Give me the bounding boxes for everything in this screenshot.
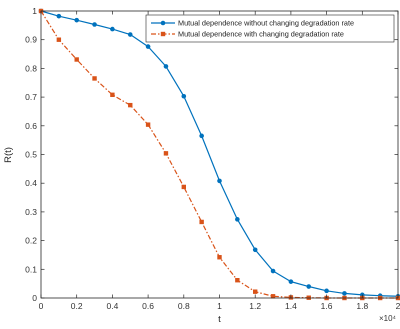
series-2-point xyxy=(145,122,151,127)
y-tick-label: 0.8 xyxy=(25,63,37,73)
plot-area xyxy=(41,11,398,298)
y-tick-label: 0.1 xyxy=(25,264,37,274)
legend: Mutual dependence without changing degra… xyxy=(145,14,395,43)
x-tick-label: 1.4 xyxy=(285,301,297,311)
y-tick-label: 0.5 xyxy=(25,150,37,160)
legend-label-series-1: Mutual dependence without changing degra… xyxy=(178,19,354,28)
series-1-point xyxy=(235,217,240,222)
series-2-point xyxy=(270,294,276,299)
series-1-point xyxy=(145,44,151,49)
legend-box xyxy=(145,14,395,43)
series-1-point xyxy=(306,284,312,289)
series-2-point xyxy=(235,278,240,283)
series-1-point xyxy=(288,279,294,284)
y-tick-label: 0.6 xyxy=(25,121,37,131)
y-axis-label: R(t) xyxy=(3,147,14,163)
series-2-point xyxy=(74,57,79,62)
x-tick-label: 2 xyxy=(396,301,400,311)
x-tick-label: 0 xyxy=(39,301,44,311)
series-2-point xyxy=(253,289,258,294)
series-1-point xyxy=(56,13,62,19)
legend-marker-series-2 xyxy=(160,31,166,37)
x-tick-label: 0.8 xyxy=(178,301,190,311)
y-axis-ticks: 0 0.1 0.2 0.3 0.4 0.5 0.6 0.7 0.8 0.9 1 xyxy=(25,6,398,303)
x-tick-label: 0.2 xyxy=(71,301,83,311)
series-2-point xyxy=(92,76,97,81)
y-tick-label: 0.7 xyxy=(25,92,37,102)
x-tick-label: 1.8 xyxy=(356,301,368,311)
y-tick-label: 0.4 xyxy=(25,178,37,188)
series-1-point xyxy=(217,178,222,184)
y-tick-label: 0.9 xyxy=(25,35,37,45)
legend-label-series-2: Mutual dependence with changing degradat… xyxy=(178,30,344,39)
series-1-point xyxy=(270,268,276,274)
x-tick-label: 0.6 xyxy=(142,301,154,311)
series-2-point xyxy=(110,92,115,98)
x-tick-label: 1.6 xyxy=(321,301,333,311)
series-1-point xyxy=(252,247,258,253)
legend-marker-series-1 xyxy=(160,20,166,26)
series-1-point xyxy=(181,93,187,99)
x-tick-label: 1.2 xyxy=(249,301,261,311)
series-1-point xyxy=(163,64,169,69)
series-1-point xyxy=(110,26,115,32)
y-tick-label: 0.3 xyxy=(25,207,37,217)
y-tick-label: 0.2 xyxy=(25,236,37,246)
series-1-point xyxy=(92,22,97,27)
x-axis-label: t xyxy=(218,314,221,325)
series-1-point xyxy=(74,17,79,23)
series-2-point xyxy=(163,151,169,156)
series-1-point xyxy=(324,288,329,294)
series-1-point xyxy=(342,291,347,296)
x-tick-label: 1 xyxy=(217,301,222,311)
series-2-point xyxy=(199,219,204,225)
series-1-point xyxy=(127,32,133,37)
y-tick-label: 1 xyxy=(32,6,37,16)
y-tick-label: 0 xyxy=(32,293,37,303)
series-2-point xyxy=(128,102,133,108)
series-2-point xyxy=(181,184,186,190)
series-2-point xyxy=(217,255,222,260)
x-axis-multiplier: ×10⁴ xyxy=(379,314,397,323)
x-tick-label: 0.4 xyxy=(106,301,118,311)
series-1-point xyxy=(199,133,204,139)
x-axis-ticks: 0 0.2 0.4 0.6 0.8 1 1.2 1.4 1.6 1.8 2 xyxy=(39,11,400,311)
series-2-point xyxy=(56,37,62,42)
